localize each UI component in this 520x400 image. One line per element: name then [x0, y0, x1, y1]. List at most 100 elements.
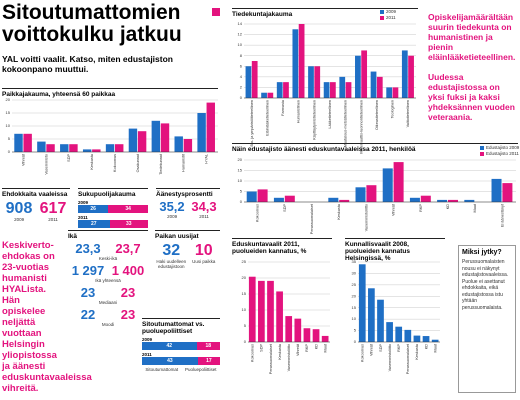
- split-bar: 26 34: [78, 205, 148, 213]
- bar: [437, 199, 448, 202]
- x-tick-label: Vasemmistoliitto: [364, 204, 368, 231]
- x-tick-label: Lääketieteellinen: [328, 100, 332, 129]
- age-row: 23 23: [68, 286, 148, 300]
- x-tick-label: Vasemmistoliitto: [287, 344, 291, 371]
- year: 2011: [199, 214, 209, 219]
- bar: [128, 128, 138, 152]
- y-tick-label: 20: [238, 157, 243, 162]
- note: Uudessa edustajistossa on yksi fuksi ja …: [428, 72, 515, 122]
- bar: [393, 162, 404, 202]
- x-tick-label: Kokoomus: [256, 204, 260, 222]
- bar: [82, 149, 92, 152]
- bar-segment: 27: [78, 220, 110, 228]
- bar: [328, 197, 339, 202]
- x-tick-label: Teologinen: [391, 100, 395, 118]
- bar: [294, 318, 302, 342]
- sidebar-title: Miksi jytky?: [462, 249, 502, 256]
- y-tick-label: 0: [244, 339, 247, 344]
- x-tick-label: SDP: [260, 344, 264, 352]
- y-tick-label: 25: [242, 259, 247, 264]
- bar: [137, 131, 147, 152]
- x-tick-label: Perussuomalaiset: [269, 343, 273, 374]
- bar: [355, 187, 366, 202]
- bar: [366, 185, 377, 202]
- x-tick-label: Keskusta: [415, 343, 419, 360]
- caption: Keski-ikä: [98, 256, 118, 261]
- stat-value: 32: [162, 242, 181, 259]
- x-tick-label: SDP: [379, 344, 383, 352]
- x-tick-label: KD: [446, 204, 450, 210]
- year: 2009: [14, 217, 25, 222]
- stat-title: Paikan uusijat: [155, 230, 220, 240]
- x-tick-label: Oikeustieteellinen: [375, 100, 379, 130]
- legend-label: Edustajisto 2011: [486, 151, 519, 156]
- x-tick-label: Bio- ja ympäristötieteellinen: [250, 100, 254, 146]
- x-tick-label: Vasemmisto: [44, 154, 48, 175]
- bar: [283, 82, 289, 98]
- x-tick-label: Maatalous-metsätieteellinen: [344, 100, 348, 147]
- stat-value: 34,3: [191, 199, 217, 214]
- marker: [212, 8, 220, 16]
- y-tick-label: 5: [244, 323, 247, 328]
- y-tick-label: 0: [240, 95, 243, 100]
- bar: [386, 322, 393, 342]
- caption: Moodi: [101, 322, 115, 327]
- y-tick-label: 14: [238, 21, 243, 26]
- y-tick-label: 0: [354, 339, 357, 344]
- bar: [321, 335, 329, 342]
- x-tick-label: Vihreät: [296, 343, 300, 356]
- x-tick-label: Tiedekunnat: [159, 153, 163, 175]
- x-tick-label: Keskusta: [278, 343, 282, 360]
- bar-segment: 34: [108, 205, 148, 213]
- y-tick-label: 15: [352, 305, 357, 310]
- bar: [408, 55, 414, 98]
- bar: [261, 92, 267, 98]
- bar: [361, 50, 368, 98]
- bar: [368, 288, 375, 342]
- x-tick-label: Vihreät: [21, 153, 25, 166]
- y-tick-label: 20: [352, 293, 357, 298]
- bar: [409, 197, 420, 202]
- bar: [298, 24, 305, 98]
- chart-title: Näin edustajisto äänesti eduskuntavaalei…: [232, 143, 518, 153]
- x-tick-label: Farmasia: [281, 99, 285, 116]
- bar: [370, 71, 377, 98]
- y-tick-label: 30: [352, 270, 357, 275]
- x-tick-label: Muut: [323, 343, 327, 352]
- bar-segment: 33: [109, 220, 148, 228]
- x-tick-label: Keskusta: [90, 153, 94, 170]
- bar: [174, 136, 183, 152]
- x-tick-label: Matemaattis-luonnontieteellinen: [359, 100, 363, 154]
- x-tick-label: KD: [314, 344, 318, 350]
- legend-label: Edustajisto 2009: [486, 145, 520, 150]
- bar: [267, 92, 274, 98]
- y-tick-label: 15: [6, 110, 11, 115]
- y-tick-label: 15: [242, 291, 247, 296]
- y-tick-label: 5: [8, 136, 11, 141]
- note: Opiskelijamäärältään suurin tiedekunta o…: [428, 12, 516, 62]
- x-tick-label: Kokoomus: [113, 154, 117, 172]
- bar: [151, 120, 161, 152]
- bar: [345, 82, 352, 98]
- legend-swatch: [380, 16, 384, 20]
- y-tick-label: 8: [240, 53, 243, 58]
- bar: [23, 133, 32, 152]
- x-tick-label: Ei äänestänyt: [500, 203, 504, 227]
- stat-title: Sitoutumattomat vs. puoluepoliittiset: [142, 318, 220, 335]
- x-tick-label: RKP: [419, 204, 423, 212]
- x-tick-label: Vihreät: [392, 203, 396, 216]
- bar: [464, 199, 475, 202]
- bar: [276, 291, 283, 342]
- age: Ikä 23,3 23,7 Keski-ikä 1 297 1 400 Ikä yhtee…: [68, 230, 148, 330]
- x-tick-label: Humanistit: [182, 153, 186, 172]
- caption: Puoluepoliittiset: [185, 367, 217, 372]
- bar: [160, 123, 170, 152]
- x-tick-label: Vasemmistoliitto: [388, 344, 392, 371]
- bar: [392, 87, 399, 98]
- caption: Sitoutumattomat: [145, 367, 179, 372]
- x-tick-label: Eläinlääketieteellinen: [265, 100, 269, 136]
- y-tick-label: 6: [240, 63, 243, 68]
- stat-value: 10: [194, 242, 213, 259]
- bar: [292, 29, 299, 99]
- bar: [386, 87, 393, 98]
